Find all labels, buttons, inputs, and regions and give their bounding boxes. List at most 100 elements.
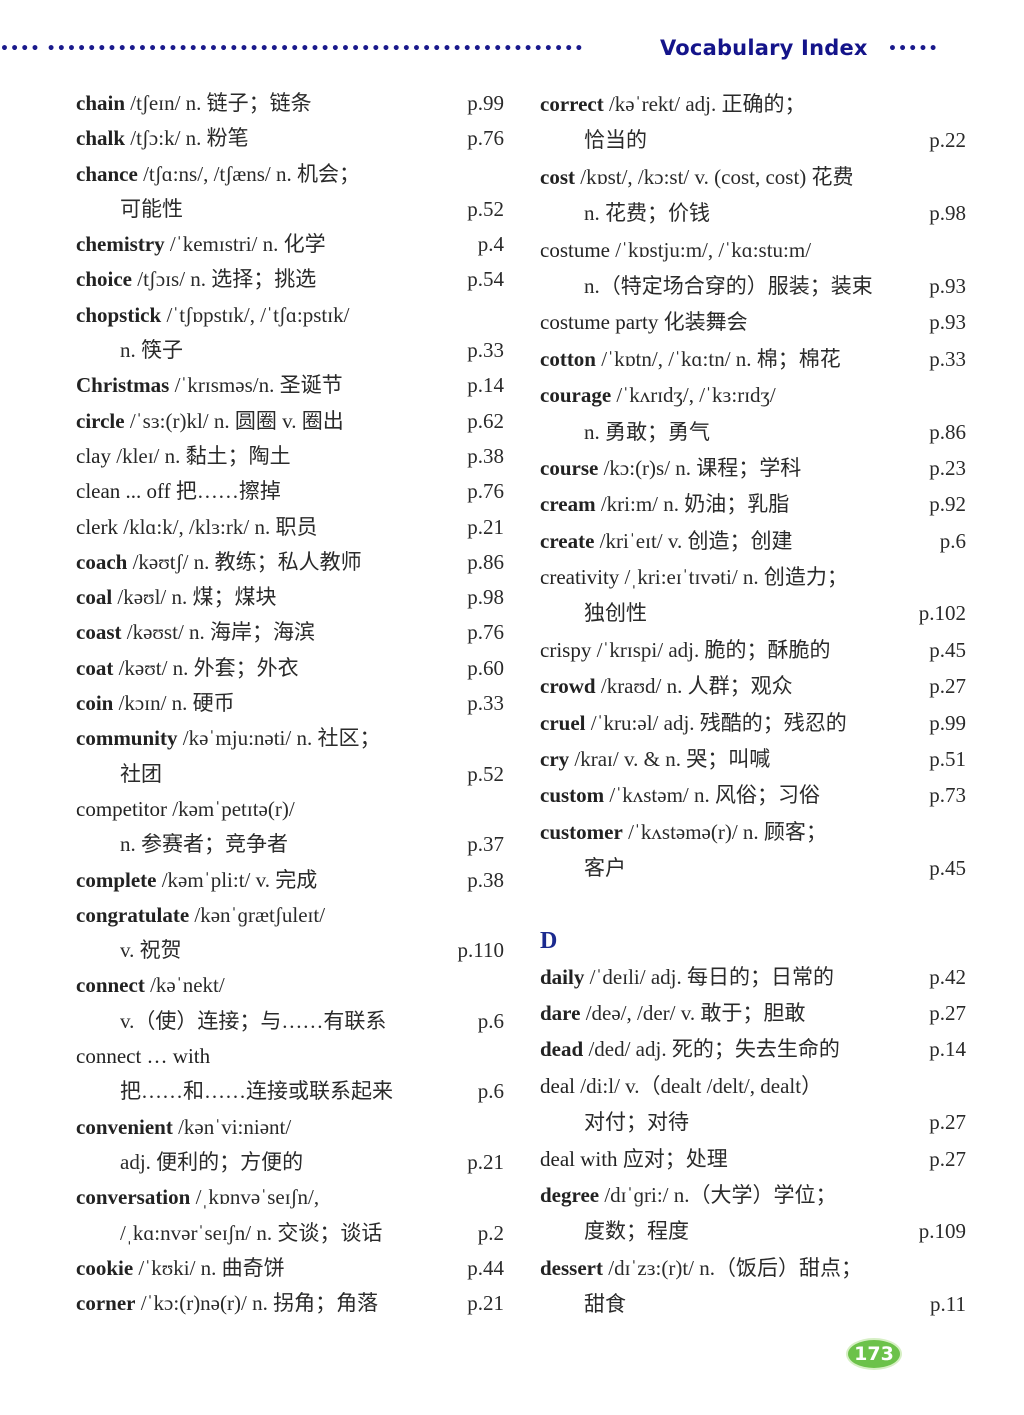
- vocab-entry: conversation /ˌkɒnvəˈseɪʃn/,: [76, 1180, 504, 1215]
- definition: /kəˈrekt/ adj. 正确的；: [603, 92, 806, 116]
- vocab-entry-continuation: 把……和……连接或联系起来 p.6: [76, 1074, 504, 1109]
- page-reference: p.27: [929, 1110, 966, 1135]
- vocab-entry-continuation: adj. 便利的；方便的 p.21: [76, 1145, 504, 1180]
- headword: dead: [540, 1037, 584, 1062]
- vocab-entry: cream /kri:m/ n. 奶油；乳脂 p.92: [540, 486, 966, 522]
- definition: 恰当的: [584, 128, 647, 153]
- definition: n. 花费；价钱: [584, 201, 710, 226]
- page-reference: p.86: [467, 549, 504, 574]
- headword: coast: [76, 620, 122, 645]
- definition: /kəʊtʃ/ n. 教练；私人教师: [127, 549, 362, 574]
- vocab-entry-continuation: 对付；对待 p.27: [540, 1104, 966, 1140]
- vocab-entry: dare /deə/, /der/ v. 敢于；胆敢 p.27: [540, 995, 966, 1031]
- vocab-entry: dead /ded/ adj. 死的；失去生命的 p.14: [540, 1031, 966, 1067]
- page-reference: p.4: [477, 232, 504, 257]
- page-reference: p.6: [939, 528, 966, 553]
- definition: /kleɪ/ n. 黏土；陶土: [110, 443, 291, 468]
- page-reference: p.27: [929, 1146, 966, 1171]
- headword: creativity: [540, 565, 620, 590]
- page-reference: p.73: [929, 783, 966, 808]
- page-reference: p.37: [467, 832, 504, 857]
- page-reference: p.23: [929, 455, 966, 480]
- headword: crowd: [540, 674, 596, 699]
- vocab-entry-continuation: n. 筷子 p.33: [76, 333, 504, 368]
- vocab-entry: chain /tʃeɪn/ n. 链子；链条 p.99: [76, 86, 504, 121]
- headword: crispy: [540, 637, 592, 662]
- vocab-entry: Christmas /ˈkrɪsməs/n. 圣诞节 p.14: [76, 368, 504, 403]
- vocab-entry-continuation: n.（特定场合穿的）服装；装束 p.93: [540, 268, 966, 304]
- definition: /ˌkri:eɪˈtɪvəti/ n. 创造力；: [619, 565, 848, 590]
- definition: /ˈkʌrɪdʒ/, /ˈkɜ:rɪdʒ/: [611, 383, 776, 408]
- definition: v. 祝贺: [120, 938, 182, 963]
- definition: /kɔɪn/ n. 硬币: [113, 691, 235, 716]
- d-entries: daily /ˈdeɪli/ adj. 每日的；日常的 p.42 dare /deə…: [540, 959, 966, 1323]
- definition: /di:l/ v.（dealt /delt/, dealt）: [574, 1073, 823, 1098]
- definition: 应对；处理: [617, 1146, 728, 1171]
- definition: /dɪˈɡri:/ n.（大学）学位；: [599, 1182, 837, 1207]
- headword: costume party: [540, 310, 659, 335]
- page-reference: p.93: [929, 310, 966, 335]
- headword: dessert: [540, 1255, 603, 1280]
- vocab-entry: create /kriˈeɪt/ v. 创造；创建 p.6: [540, 523, 966, 559]
- definition: /ˌkɒnvəˈseɪʃn/,: [190, 1185, 320, 1210]
- headword: cost: [540, 164, 575, 189]
- definition: n. 勇敢；勇气: [584, 419, 710, 444]
- definition: /kɔ:(r)s/ n. 课程；学科: [598, 455, 802, 480]
- c-entries: correct /kəˈrekt/ adj. 正确的； 恰当的 p.22 cost /…: [540, 86, 966, 887]
- definition: /kraɪ/ v. & n. 哭；叫喊: [569, 747, 771, 772]
- definition: n.（特定场合穿的）服装；装束: [584, 273, 873, 298]
- vocab-entry: coal /kəʊl/ n. 煤；煤块 p.98: [76, 580, 504, 615]
- definition: /kɒst/, /kɔ:st/ v. (cost, cost) 花费: [575, 164, 854, 189]
- headword: customer: [540, 819, 623, 844]
- page-reference: p.45: [929, 637, 966, 662]
- headword: convenient: [76, 1114, 173, 1139]
- headword: costume: [540, 237, 610, 262]
- headword: clerk: [76, 514, 118, 539]
- vocab-entry: correct /kəˈrekt/ adj. 正确的；: [540, 86, 966, 122]
- page-reference: p.102: [918, 601, 966, 626]
- vocab-entry-continuation: 独创性 p.102: [540, 595, 966, 631]
- page-reference: p.38: [467, 443, 504, 468]
- headword: chopstick: [76, 302, 162, 327]
- vocab-entry: custom /ˈkʌstəm/ n. 风俗；习俗 p.73: [540, 777, 966, 813]
- page-reference: p.93: [929, 273, 966, 298]
- vocab-entry-continuation: 甜食 p.11: [540, 1286, 966, 1322]
- headword: connect: [76, 973, 145, 998]
- definition: 社团: [120, 761, 162, 786]
- page-reference: p.14: [467, 373, 504, 398]
- page-reference: p.76: [467, 126, 504, 151]
- page-reference: p.52: [467, 196, 504, 221]
- vocab-entry: chalk /tʃɔ:k/ n. 粉笔 p.76: [76, 121, 504, 156]
- vocab-entry: cookie /ˈkʊki/ n. 曲奇饼 p.44: [76, 1251, 504, 1286]
- definition: /kənˈvi:niənt/: [172, 1114, 292, 1139]
- definition: /tʃɑ:ns/, /tʃæns/ n. 机会；: [137, 161, 360, 186]
- vocab-entry: cruel /ˈkru:əl/ adj. 残酷的；残忍的 p.99: [540, 705, 966, 741]
- vocab-entry: clay /kleɪ/ n. 黏土；陶土 p.38: [76, 439, 504, 474]
- vocab-entry: dessert /dɪˈzɜ:(r)t/ n.（饭后）甜点；: [540, 1250, 966, 1286]
- vocab-entry: crispy /ˈkrɪspi/ adj. 脆的；酥脆的 p.45: [540, 632, 966, 668]
- page-reference: p.76: [467, 479, 504, 504]
- headword: cry: [540, 747, 570, 772]
- vocab-entry: convenient /kənˈvi:niənt/: [76, 1110, 504, 1145]
- definition: /ˌkɑ:nvərˈseɪʃn/ n. 交谈；谈话: [120, 1220, 383, 1245]
- running-header: •••• •••••••••••••••••••••••••••••••••••…: [0, 36, 1024, 66]
- definition: /ˈdeɪli/ adj. 每日的；日常的: [584, 964, 835, 989]
- headword: complete: [76, 867, 157, 892]
- vocab-entry: cry /kraɪ/ v. & n. 哭；叫喊 p.51: [540, 741, 966, 777]
- headword: corner: [76, 1291, 136, 1316]
- page-reference: p.6: [477, 1079, 504, 1104]
- headword: deal: [540, 1073, 575, 1098]
- page-reference: p.21: [467, 514, 504, 539]
- definition: /ded/ adj. 死的；失去生命的: [583, 1037, 840, 1062]
- headword: choice: [76, 267, 132, 292]
- vocab-entry: connect … with: [76, 1039, 504, 1074]
- vocab-entry-continuation: /ˌkɑ:nvərˈseɪʃn/ n. 交谈；谈话 p.2: [76, 1216, 504, 1251]
- definition: /ˈkɔ:(r)nə(r)/ n. 拐角；角落: [135, 1291, 379, 1316]
- headword: chain: [76, 91, 126, 115]
- vocab-entry-continuation: 可能性 p.52: [76, 192, 504, 227]
- page-reference: p.6: [477, 1008, 504, 1033]
- definition: 化装舞会: [658, 310, 748, 335]
- definition: 对付；对待: [584, 1110, 689, 1135]
- vocab-entry: costume party 化装舞会 p.93: [540, 304, 966, 340]
- definition: adj. 便利的；方便的: [120, 1149, 304, 1174]
